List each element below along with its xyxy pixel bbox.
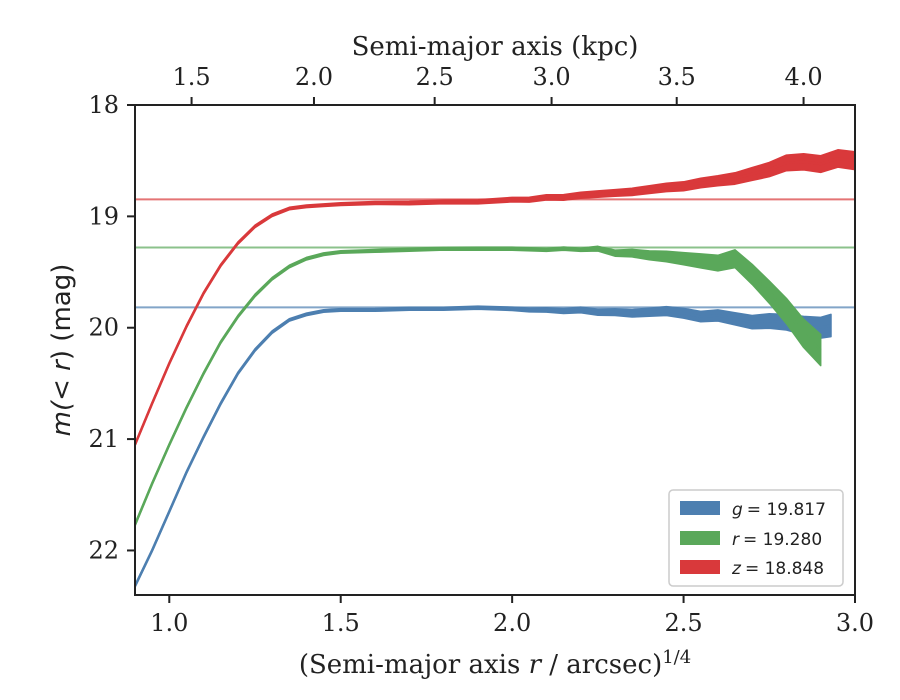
x-tick-label: 3.0 <box>836 609 874 637</box>
top-x-tick-label: 4.0 <box>784 63 822 91</box>
series-line-r <box>135 247 822 526</box>
legend-label-z: z = 18.848 <box>731 559 824 579</box>
top-x-tick-label: 2.0 <box>295 63 333 91</box>
top-x-tick-label: 1.5 <box>172 63 210 91</box>
legend-swatch-z <box>680 560 720 574</box>
series-band-g <box>135 305 832 588</box>
series-line-g <box>135 306 832 587</box>
x-tick-label: 2.5 <box>664 609 702 637</box>
y-tick-label: 21 <box>88 425 119 453</box>
y-tick-label: 18 <box>88 91 119 119</box>
y-tick-label: 22 <box>88 536 119 564</box>
plot-frame <box>134 104 856 596</box>
x-axis-title: (Semi-major axis r / arcsec)1/4 <box>299 647 691 680</box>
series-band-z <box>135 149 855 447</box>
top-x-tick-label: 3.5 <box>658 63 696 91</box>
x-tick-label: 1.0 <box>150 609 188 637</box>
y-tick-label: 20 <box>88 314 119 342</box>
legend-label-r: r = 19.280 <box>732 530 822 550</box>
top-x-tick-label: 3.0 <box>532 63 570 91</box>
top-x-tick-label: 2.5 <box>416 63 454 91</box>
y-tick-label: 19 <box>88 202 119 230</box>
legend-swatch-r <box>680 531 720 545</box>
top-x-axis-title: Semi-major axis (kpc) <box>352 32 639 62</box>
series-band-r <box>135 245 822 527</box>
legend-swatch-g <box>680 501 720 515</box>
y-axis-title: m(< r) (mag) <box>47 264 77 437</box>
x-tick-label: 2.0 <box>493 609 531 637</box>
series-line-z <box>135 157 855 446</box>
legend: g = 19.817 r = 19.280 z = 18.848 <box>668 489 844 587</box>
x-tick-label: 1.5 <box>322 609 360 637</box>
legend-label-g: g = 19.817 <box>732 500 826 520</box>
